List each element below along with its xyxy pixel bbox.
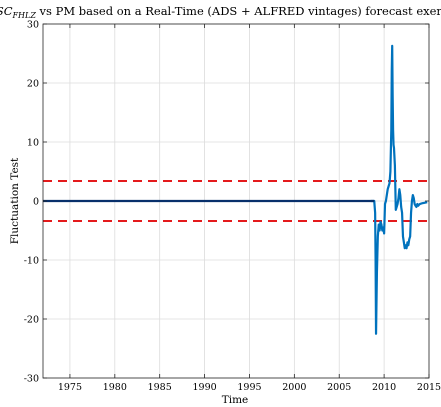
y-tick-label: 30 [27, 20, 39, 31]
x-tick-label: 2015 [417, 382, 441, 393]
tick-marks [43, 23, 430, 379]
x-tick-label: 2010 [372, 382, 396, 393]
y-tick-label: 20 [27, 79, 39, 90]
x-tick-labels: 1975 1980 1985 1990 1995 2000 2005 2010 2015 [58, 382, 441, 393]
x-tick-label: 1995 [237, 382, 261, 393]
x-tick-label: 2005 [327, 382, 351, 393]
chart-title-subscript: FHLZ [12, 11, 37, 20]
x-axis-label: Time [222, 394, 249, 406]
x-tick-label: 1985 [148, 382, 172, 393]
x-tick-label: 1980 [103, 382, 127, 393]
reference-lines [43, 179, 429, 223]
fluctuation-series-line [370, 44, 428, 335]
x-tick-label: 1990 [192, 382, 216, 393]
x-tick-label: 2000 [282, 382, 306, 393]
x-tick-label: 1975 [58, 382, 82, 393]
y-tick-labels: -30 -20 -10 0 10 20 30 [24, 20, 39, 385]
y-tick-label: 10 [27, 138, 39, 149]
chart-title: MSCFHLZ vs PM based on a Real-Time (ADS … [0, 4, 441, 20]
chart-title-rest: vs PM based on a Real-Time (ADS + ALFRED… [36, 4, 441, 18]
data-series [43, 44, 428, 335]
y-tick-label: -30 [24, 374, 39, 385]
y-tick-label: 0 [33, 197, 39, 208]
y-tick-label: -20 [24, 315, 39, 326]
y-tick-label: -10 [24, 256, 39, 267]
chart-title-prefix: MSC [0, 4, 13, 18]
y-axis-label: Fluctuation Test [9, 157, 21, 244]
